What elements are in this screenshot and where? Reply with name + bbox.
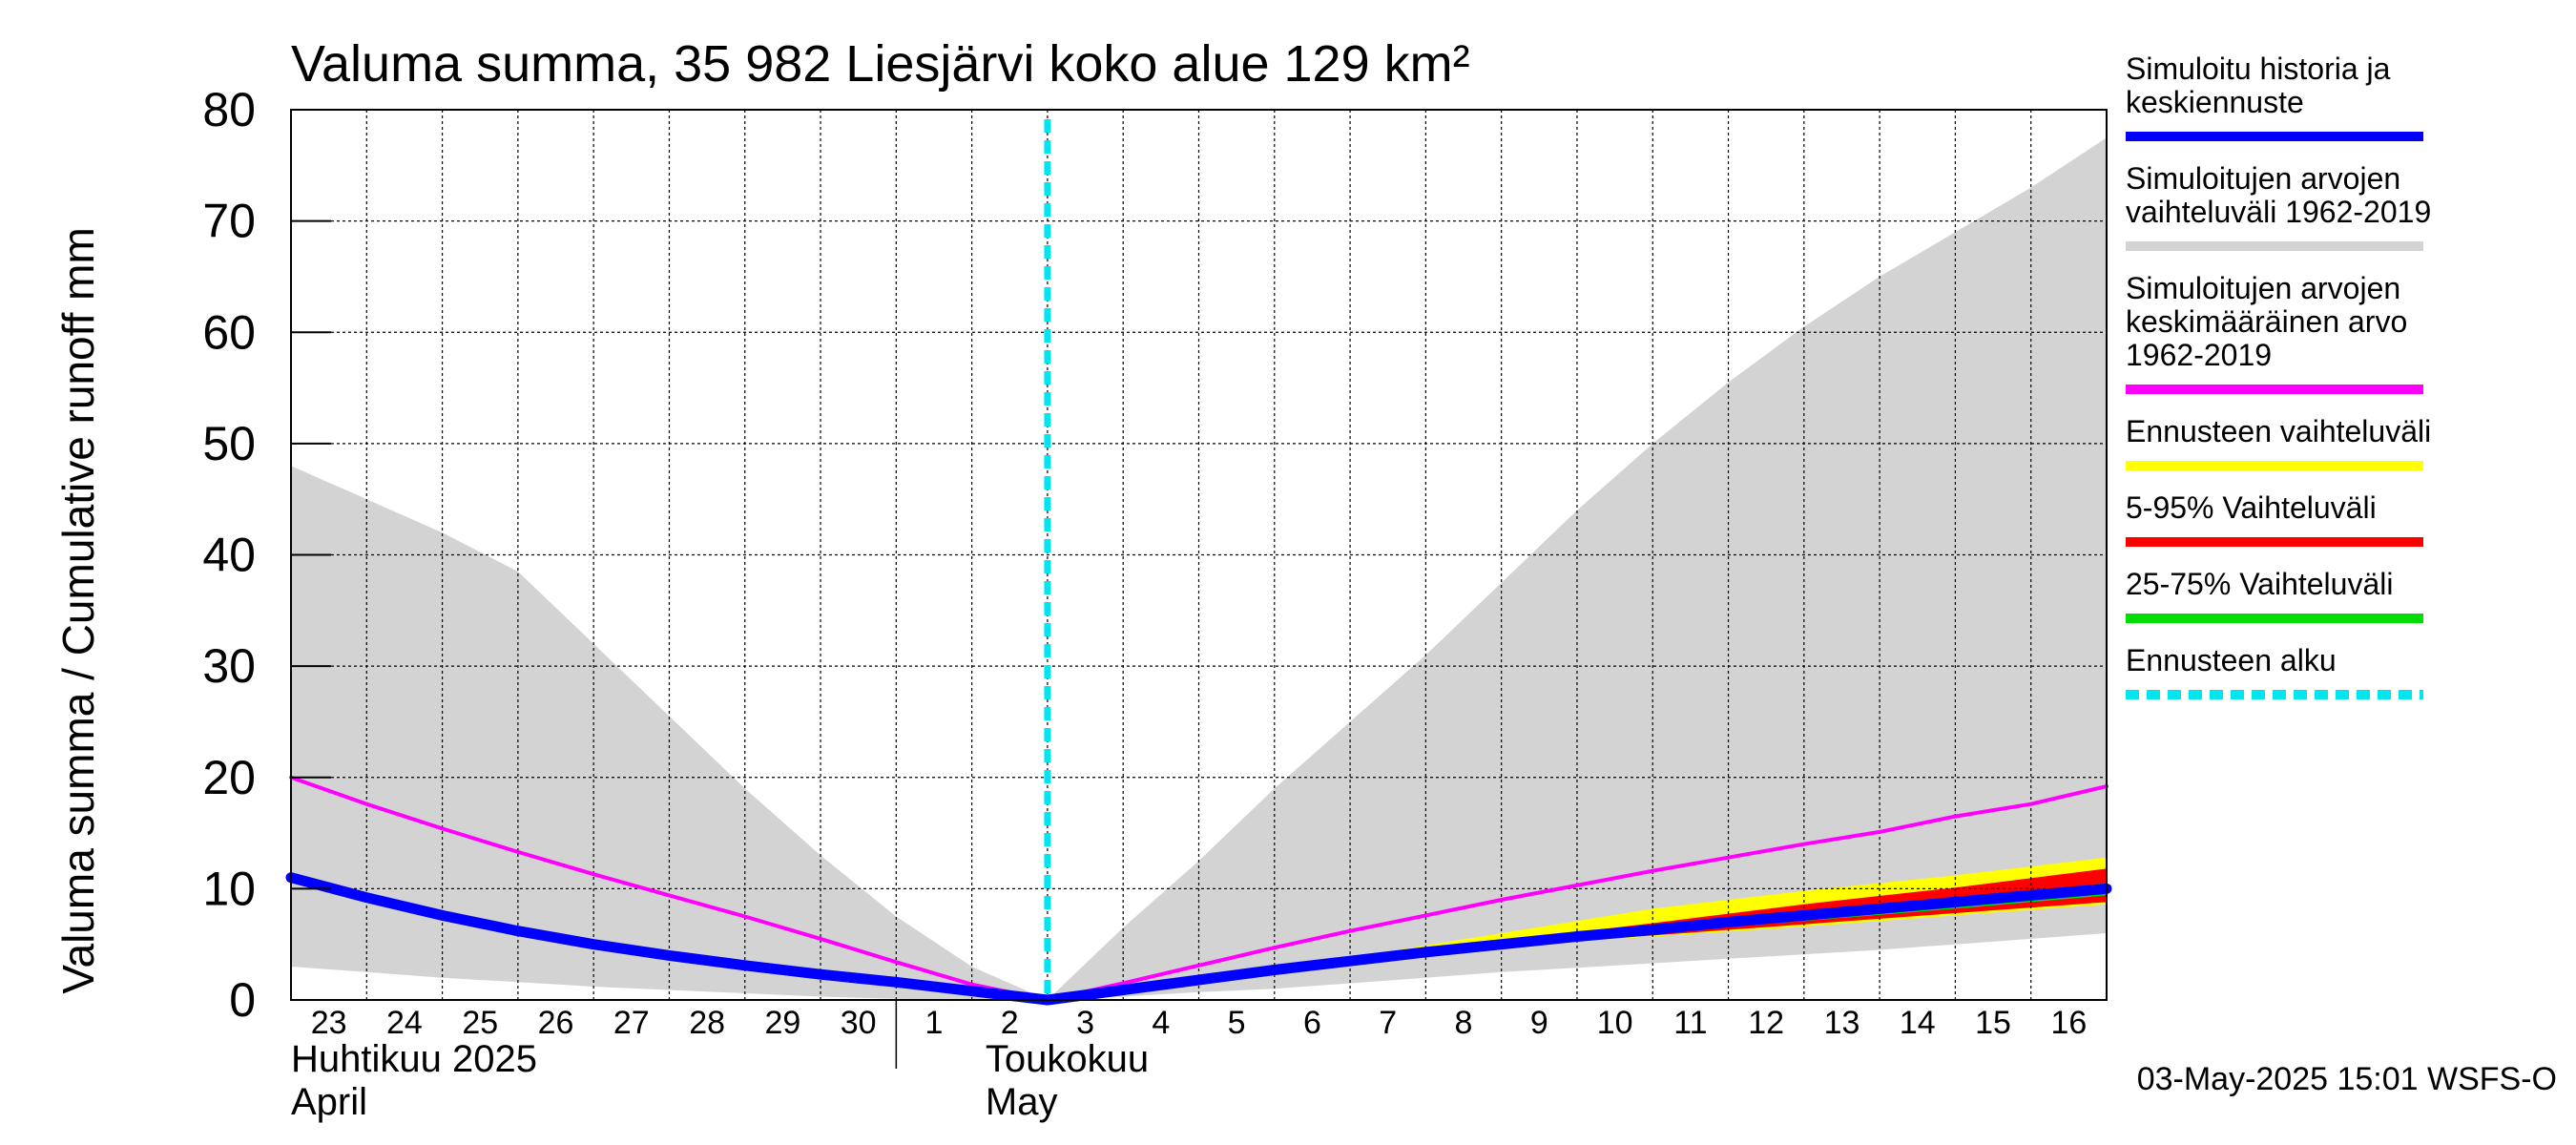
x-tick-label: 5 (1228, 1005, 1246, 1041)
y-tick-label: 50 (202, 417, 256, 470)
x-tick-label: 25 (462, 1005, 498, 1041)
series-band-0 (291, 137, 2107, 1000)
legend-label: Ennusteen alku (2126, 643, 2337, 677)
month-label-en: May (986, 1081, 1058, 1123)
legend-label: Ennusteen vaihteluväli (2126, 414, 2431, 448)
x-tick-label: 3 (1076, 1005, 1094, 1041)
x-tick-label: 13 (1824, 1005, 1860, 1041)
x-tick-label: 8 (1455, 1005, 1473, 1041)
y-tick-label: 70 (202, 195, 256, 248)
x-tick-label: 9 (1530, 1005, 1548, 1041)
y-tick-label: 40 (202, 529, 256, 582)
y-tick-label: 80 (202, 83, 256, 136)
legend-label: Simuloitujen arvojen (2126, 271, 2400, 305)
legend-label: 25-75% Vaihteluväli (2126, 567, 2393, 601)
y-tick-label: 10 (202, 862, 256, 915)
x-tick-label: 29 (764, 1005, 800, 1041)
legend-label: Simuloitu historia ja (2126, 52, 2391, 86)
x-tick-label: 2 (1001, 1005, 1019, 1041)
series-line-4 (289, 775, 2109, 1002)
x-tick-label: 15 (1975, 1005, 2011, 1041)
y-tick-label: 30 (202, 639, 256, 693)
x-tick-label: 16 (2050, 1005, 2087, 1041)
series-line-5 (285, 872, 2112, 1006)
x-tick-label: 23 (311, 1005, 347, 1041)
x-tick-label: 10 (1597, 1005, 1633, 1041)
legend-label: 5-95% Vaihteluväli (2126, 490, 2377, 525)
y-axis-label: Valuma summa / Cumulative runoff mm (53, 227, 103, 994)
x-tick-label: 24 (386, 1005, 423, 1041)
x-tick-label: 28 (689, 1005, 725, 1041)
y-tick-label: 20 (202, 751, 256, 804)
x-tick-label: 11 (1673, 1005, 1707, 1041)
legend-label: keskiennuste (2126, 85, 2304, 119)
month-label: Huhtikuu 2025 (291, 1038, 537, 1080)
legend-label: Simuloitujen arvojen (2126, 161, 2400, 196)
y-tick-label: 60 (202, 305, 256, 359)
chart-title: Valuma summa, 35 982 Liesjärvi koko alue… (291, 35, 1470, 93)
x-tick-label: 26 (538, 1005, 574, 1041)
x-tick-label: 12 (1748, 1005, 1784, 1041)
x-tick-label: 1 (925, 1005, 944, 1041)
x-tick-label: 30 (841, 1005, 877, 1041)
legend-label: 1962-2019 (2126, 338, 2272, 372)
x-tick-label: 6 (1303, 1005, 1321, 1041)
legend-label: keskimääräinen arvo (2126, 304, 2407, 339)
x-tick-label: 7 (1379, 1005, 1397, 1041)
x-tick-label: 4 (1152, 1005, 1170, 1041)
series-band-1 (1350, 857, 2107, 960)
month-label-en: April (291, 1081, 367, 1123)
y-tick-label: 0 (229, 973, 256, 1027)
timestamp-footer: 03-May-2025 15:01 WSFS-O (2137, 1061, 2557, 1097)
month-label: Toukokuu (986, 1038, 1149, 1080)
x-tick-label: 27 (613, 1005, 650, 1041)
x-tick-label: 14 (1900, 1005, 1936, 1041)
legend-label: vaihteluväli 1962-2019 (2126, 195, 2431, 229)
